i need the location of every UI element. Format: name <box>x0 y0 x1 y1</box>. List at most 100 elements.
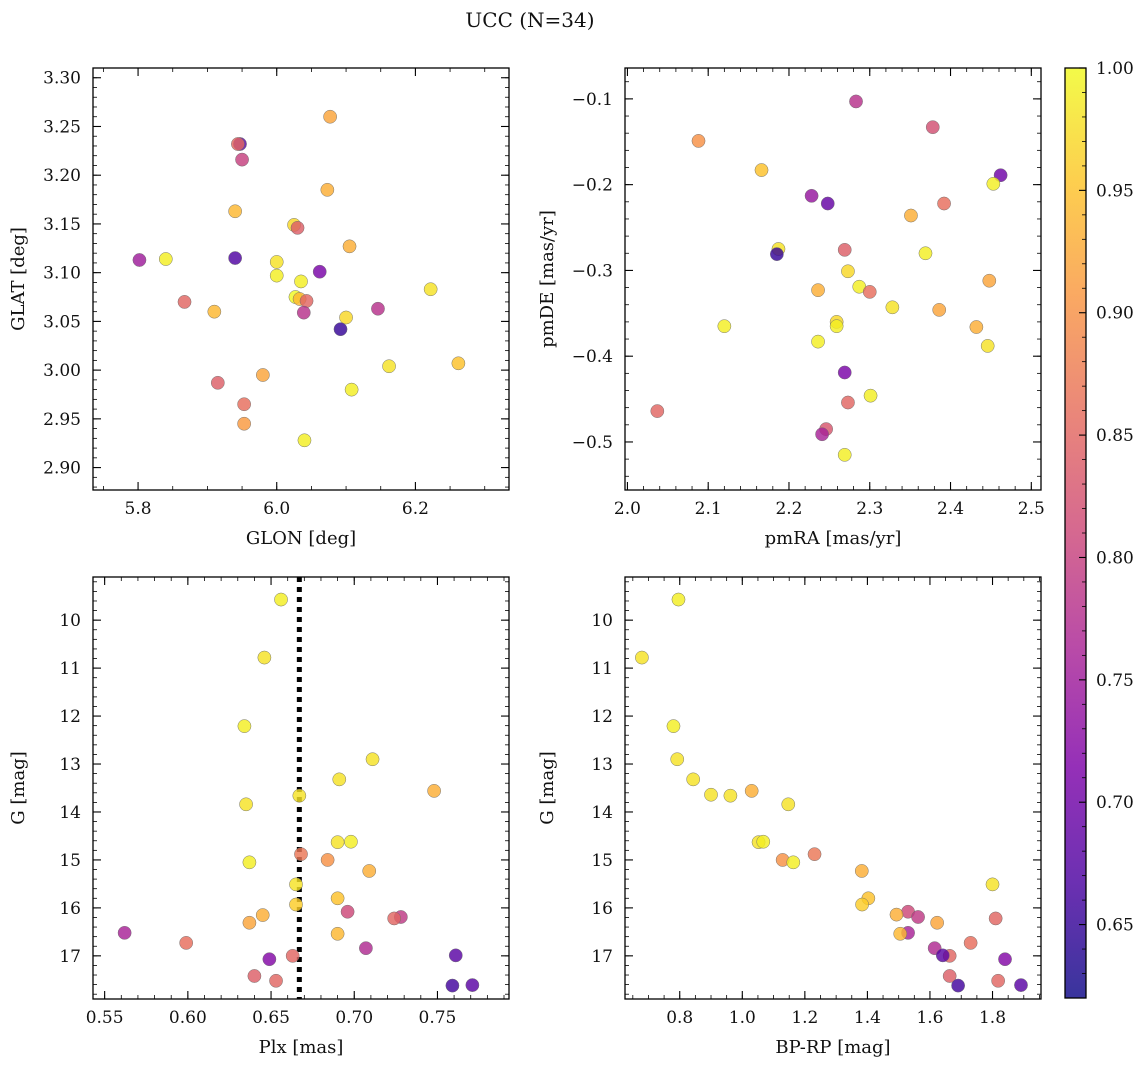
plx_g-point <box>269 973 283 988</box>
plx_g-point <box>359 941 373 955</box>
glon_glat-y-tick-label: 3.25 <box>43 117 81 137</box>
bprp_g-point <box>671 592 686 607</box>
glon_glat-y-tick-label: 3.10 <box>43 264 81 284</box>
pmra_pmde-point <box>862 285 877 299</box>
glon_glat-xlabel: GLON [deg] <box>246 528 356 549</box>
pmra_pmde-x-tick-label: 2.5 <box>1018 499 1045 519</box>
pmra_pmde-frame <box>624 67 1042 491</box>
glon_glat-point <box>297 433 312 448</box>
glon_glat-point <box>290 221 305 235</box>
glon_glat-point <box>158 252 173 266</box>
glon_glat-point <box>294 274 308 289</box>
glon_glat-point <box>320 182 335 197</box>
bprp_g-point <box>744 784 759 798</box>
pmra_pmde-x-tick-label: 2.2 <box>775 499 802 519</box>
glon_glat-y-tick-label: 3.30 <box>43 69 81 89</box>
plx_g-point <box>179 936 194 950</box>
plx_g-xlabel: Plx [mas] <box>259 1037 344 1058</box>
pmra_pmde-point <box>849 94 863 109</box>
bprp_g-point <box>889 907 904 922</box>
bprp_g-frame <box>624 576 1042 1000</box>
plx_g-point <box>340 904 355 919</box>
pmra_pmde-point <box>925 120 940 135</box>
pmra_pmde-point <box>815 427 829 442</box>
pmra_pmde-point <box>986 176 1001 191</box>
pmra_pmde-point <box>863 388 878 403</box>
colorbar-tick-label: 0.80 <box>1096 548 1134 568</box>
pmra_pmde-point <box>969 320 984 334</box>
pmra_pmde-xlabel: pmRA [mas/yr] <box>765 528 902 549</box>
glon_glat-point <box>269 268 284 283</box>
bprp_g-xlabel: BP-RP [mag] <box>775 1037 890 1058</box>
glon_glat-y-tick-label: 3.00 <box>43 361 81 381</box>
bprp_g-point <box>666 719 681 733</box>
bprp_g-point <box>807 847 822 862</box>
pmra_pmde-point <box>804 188 819 203</box>
glon_glat-point <box>132 253 147 267</box>
pmra_pmde-point <box>937 196 951 211</box>
plx_g-point <box>387 911 402 926</box>
plx_g-y-tick-label: 16 <box>59 899 81 919</box>
glon_glat-point <box>228 204 242 219</box>
bprp_g-point <box>854 864 869 878</box>
pmra_pmde-point <box>841 264 855 279</box>
plx_g-point <box>427 784 441 798</box>
bprp_g-point <box>781 797 796 812</box>
colorbar-tick-label: 0.65 <box>1096 916 1134 936</box>
plx_g-y-tick-label: 10 <box>59 611 81 631</box>
bprp_g-x-tick-label: 1.6 <box>916 1008 943 1028</box>
plx_g-point <box>445 978 460 993</box>
bprp_g-y-tick-label: 11 <box>591 659 613 679</box>
pmra_pmde-point <box>841 395 855 410</box>
plx_g-y-tick-label: 11 <box>59 659 81 679</box>
plx_g-point <box>237 719 252 733</box>
plx_g-y-tick-label: 14 <box>59 803 81 823</box>
bprp_g-y-tick-label: 15 <box>591 851 613 871</box>
glon_glat-y-tick-label: 3.15 <box>43 215 81 235</box>
pmra_pmde-point <box>691 134 706 148</box>
bprp_g-y-tick-label: 12 <box>591 707 613 727</box>
plx_g-point <box>289 897 303 912</box>
glon_glat-point <box>296 305 311 320</box>
bprp_g-point <box>1014 978 1028 992</box>
bprp_g-point <box>930 915 944 930</box>
glon_glat-point <box>235 152 249 167</box>
bprp_g-point <box>911 910 925 924</box>
panel-pmra-pmde: 2.0 2.1 2.2 2.3 2.4 2.5 −0.5 −0.4 −0.3 −0.2 −0.1 pm… <box>537 67 1045 549</box>
plx_g-x-tick-label: 0.65 <box>252 1008 290 1028</box>
pmra_pmde-ylabel: pmDE [mas/yr] <box>537 210 558 348</box>
plx_g-x-tick-label: 0.55 <box>86 1008 124 1028</box>
plx_g-x-tick-label: 0.70 <box>335 1008 373 1028</box>
glon_glat-point <box>342 239 357 254</box>
glon_glat-point <box>210 375 225 390</box>
bprp_g-point <box>704 787 718 802</box>
glon_glat-point <box>339 310 353 325</box>
glon_glat-point <box>207 304 222 319</box>
glon_glat-point <box>177 295 192 309</box>
pmra_pmde-point <box>811 283 825 297</box>
glon_glat-point <box>382 359 396 374</box>
pmra_pmde-y-tick-label: −0.4 <box>572 347 613 367</box>
pmra_pmde-point <box>811 334 825 349</box>
plx_g-y-tick-label: 15 <box>59 851 81 871</box>
pmra_pmde-point <box>932 303 947 317</box>
bprp_g-x-tick-label: 1.8 <box>979 1008 1006 1028</box>
glon_glat-point <box>423 282 438 297</box>
pmra_pmde-point <box>820 196 835 211</box>
pmra_pmde-y-tick-label: −0.2 <box>572 176 613 196</box>
bprp_g-point <box>635 650 649 665</box>
plx_g-point <box>320 853 335 867</box>
glon_glat-point <box>333 322 348 337</box>
glon_glat-point <box>299 294 314 308</box>
pmra_pmde-x-tick-label: 2.4 <box>937 499 964 519</box>
pmra_pmde-point <box>829 319 844 333</box>
panel-plx-g: 0.55 0.60 0.65 0.70 0.75 10 11 12 13 14 15 16 17 Plx … <box>8 576 510 1058</box>
bprp_g-y-tick-label: 10 <box>591 611 613 631</box>
pmra_pmde-point <box>770 247 784 261</box>
pmra_pmde-y-tick-label: −0.3 <box>572 261 613 281</box>
plx_g-point <box>330 891 345 906</box>
glon_glat-point <box>237 397 251 412</box>
pmra_pmde-y-tick-label: −0.1 <box>572 90 613 110</box>
plx_g-point <box>465 978 480 992</box>
